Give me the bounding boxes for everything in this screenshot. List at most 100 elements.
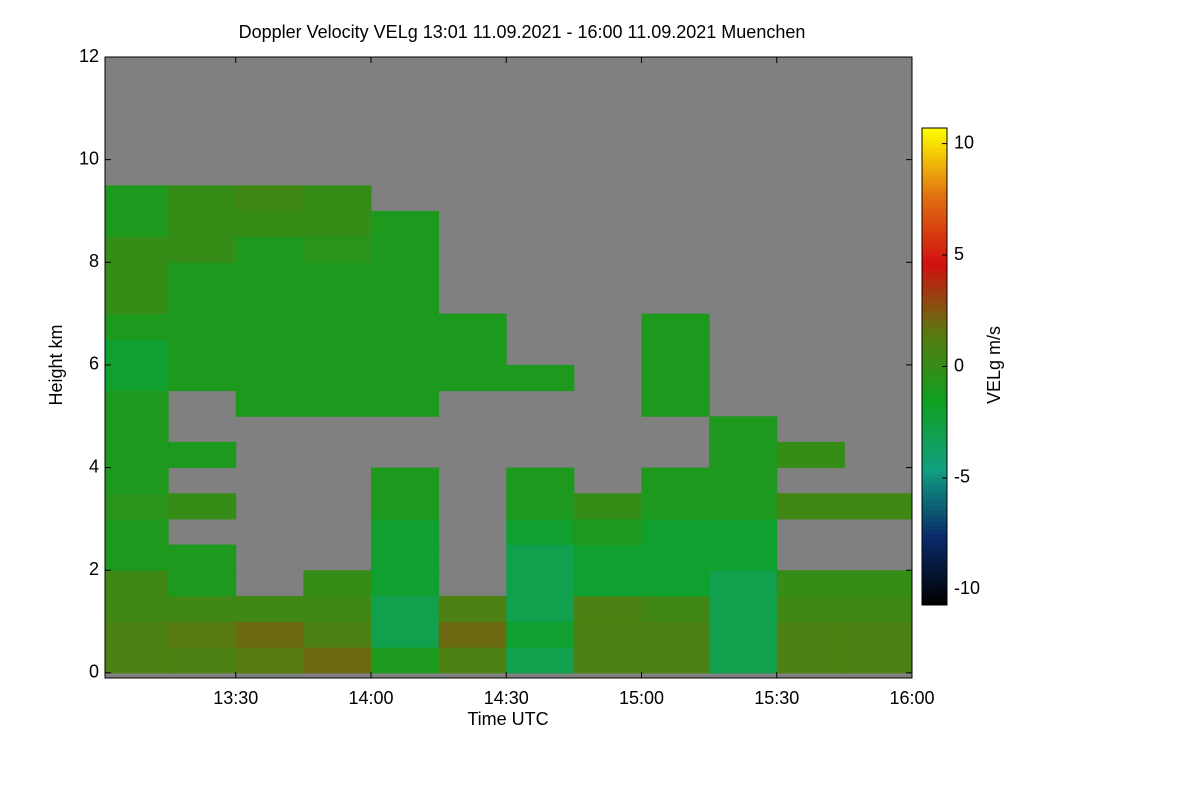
- colorbar-segment: [922, 187, 947, 193]
- heatmap-cell: [776, 595, 845, 623]
- colorbar-segment: [922, 553, 947, 558]
- colorbar-segment: [922, 469, 947, 475]
- heatmap-cell: [168, 185, 237, 212]
- colorbar-segment: [922, 263, 947, 268]
- heatmap-cell: [506, 570, 575, 597]
- colorbar-segment: [922, 426, 947, 431]
- colorbar-segment: [922, 195, 947, 201]
- colorbar-segment: [922, 541, 947, 546]
- heatmap-cell: [168, 621, 237, 648]
- colorbar-segment: [922, 382, 947, 387]
- heatmap-cell: [506, 364, 575, 392]
- x-tick-label: 14:30: [484, 688, 529, 708]
- heatmap-cell: [573, 621, 642, 648]
- heatmap-cell: [844, 570, 913, 597]
- colorbar-segment: [922, 529, 947, 534]
- colorbar-segment: [922, 255, 947, 260]
- heatmap-cell: [105, 467, 169, 494]
- heatmap-cell: [105, 287, 169, 315]
- colorbar-segment: [922, 501, 947, 507]
- heatmap-cell: [641, 595, 710, 623]
- colorbar-segment: [922, 438, 947, 443]
- heatmap-cell: [235, 185, 304, 212]
- heatmap-cell: [844, 647, 913, 674]
- colorbar-segment: [922, 394, 947, 399]
- colorbar-segment: [922, 434, 947, 439]
- heatmap-cell: [105, 210, 169, 238]
- colorbar-segment: [922, 513, 947, 519]
- colorbar-segment: [922, 131, 947, 137]
- colorbar-segment: [922, 561, 947, 566]
- colorbar-segment: [922, 155, 947, 161]
- colorbar-segment: [922, 191, 947, 197]
- heatmap-cell: [641, 390, 710, 417]
- y-tick-label: 2: [89, 559, 99, 579]
- heatmap-cell: [235, 390, 304, 417]
- colorbar-segment: [922, 505, 947, 511]
- colorbar-segment: [922, 151, 947, 157]
- heatmap-cell: [776, 441, 845, 469]
- heatmap-cell: [573, 595, 642, 623]
- colorbar-segment: [922, 179, 947, 185]
- colorbar-segment: [922, 211, 947, 216]
- heatmap-cell: [168, 313, 237, 340]
- heatmap-cell: [641, 570, 710, 597]
- heatmap-cell: [105, 570, 169, 597]
- heatmap-cell: [168, 544, 237, 571]
- heatmap-cell: [303, 621, 372, 648]
- heatmap-cell: [438, 647, 507, 674]
- heatmap-cell: [370, 493, 440, 520]
- colorbar-segment: [922, 346, 947, 352]
- heatmap-cell: [709, 544, 778, 571]
- colorbar-segment: [922, 549, 947, 554]
- heatmap-cell: [370, 595, 440, 623]
- heatmap-cell: [506, 647, 575, 674]
- colorbar-segment: [922, 354, 947, 360]
- colorbar-tick-label: 10: [954, 132, 974, 152]
- heatmap-cell: [573, 647, 642, 674]
- heatmap-cell: [303, 236, 372, 263]
- heatmap-cell: [105, 339, 169, 366]
- colorbar-segment: [922, 557, 947, 562]
- colorbar-segment: [922, 219, 947, 224]
- colorbar-segment: [922, 247, 947, 252]
- heatmap-cell: [235, 364, 304, 392]
- heatmap-cell: [506, 467, 575, 494]
- colorbar-segment: [922, 493, 947, 499]
- heatmap-cell: [105, 493, 169, 520]
- heatmap-cell: [235, 287, 304, 315]
- colorbar-segment: [922, 422, 947, 427]
- heatmap-cell: [235, 339, 304, 366]
- heatmap-cell: [709, 493, 778, 520]
- x-tick-label: 14:00: [348, 688, 393, 708]
- heatmap-cell: [641, 647, 710, 674]
- heatmap-cell: [506, 493, 575, 520]
- heatmap-cell: [506, 595, 575, 623]
- heatmap-cell: [105, 544, 169, 571]
- heatmap-cell: [641, 621, 710, 648]
- colorbar-segment: [922, 298, 947, 304]
- colorbar-segment: [922, 259, 947, 264]
- heatmap-cell: [168, 647, 237, 674]
- heatmap-cell: [709, 518, 778, 546]
- colorbar-segment: [922, 378, 947, 383]
- colorbar-segment: [922, 446, 947, 451]
- heatmap-cell: [105, 621, 169, 648]
- heatmap-cell: [168, 262, 237, 289]
- colorbar-segment: [922, 402, 947, 407]
- colorbar-segment: [922, 453, 947, 459]
- heatmap-cell: [105, 441, 169, 469]
- heatmap-cell: [303, 287, 372, 315]
- colorbar-segment: [922, 267, 947, 272]
- colorbar-segment: [922, 271, 947, 276]
- colorbar-segment: [922, 275, 947, 280]
- colorbar-segment: [922, 147, 947, 153]
- colorbar-segment: [922, 521, 947, 526]
- heatmap-cell: [844, 493, 913, 520]
- y-tick-label: 12: [79, 46, 99, 66]
- heatmap-cell: [370, 339, 440, 366]
- heatmap-cell: [370, 518, 440, 546]
- colorbar-segment: [922, 163, 947, 169]
- colorbar-segment: [922, 128, 947, 133]
- x-tick-label: 15:00: [619, 688, 664, 708]
